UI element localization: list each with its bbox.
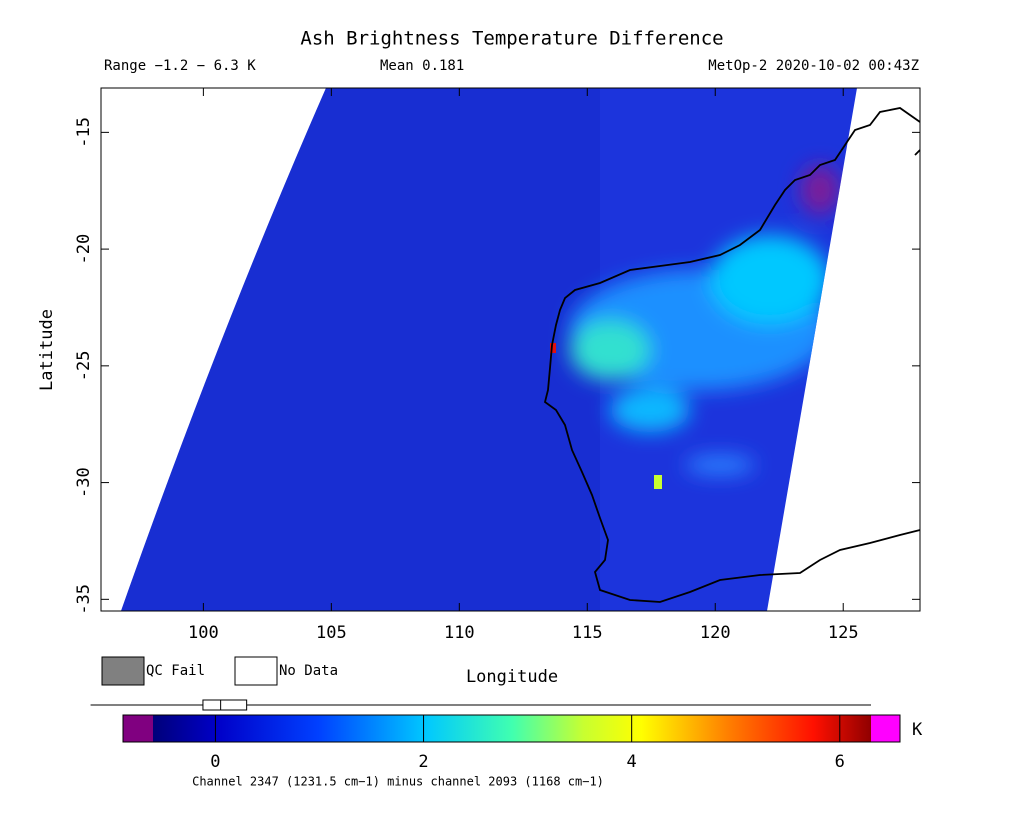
map-frame — [100, 87, 921, 612]
caption: Channel 2347 (1231.5 cm−1) minus channel… — [192, 775, 604, 789]
legend-swatch — [234, 656, 278, 686]
title: Ash Brightness Temperature Difference — [300, 28, 723, 50]
legend-label: No Data — [279, 663, 338, 679]
x-tick-label: 125 — [828, 623, 859, 643]
colorbar — [153, 715, 871, 742]
y-axis-label: Latitude — [37, 309, 57, 391]
x-tick-label: 100 — [188, 623, 219, 643]
boxplot-box — [202, 699, 248, 711]
legend-label: QC Fail — [146, 663, 205, 679]
coastline — [543, 107, 921, 603]
colorbar-tick-label: 4 — [627, 752, 637, 772]
y-tick-label: -20 — [74, 234, 94, 265]
x-tick-label: 110 — [444, 623, 475, 643]
range-label: Range −1.2 − 6.3 K — [104, 58, 256, 74]
colorbar-frame — [122, 714, 901, 743]
colorbar-tick-label: 6 — [835, 752, 845, 772]
colorbar-unit: K — [912, 720, 923, 740]
swath — [121, 88, 857, 611]
y-tick-label: -30 — [74, 467, 94, 498]
y-tick-label: -15 — [74, 117, 94, 148]
x-tick-label: 115 — [572, 623, 603, 643]
over-color — [871, 715, 900, 742]
x-tick-label: 120 — [700, 623, 731, 643]
x-tick-label: 105 — [316, 623, 347, 643]
colorbar-tick-label: 2 — [418, 752, 428, 772]
y-tick-label: -25 — [74, 350, 94, 381]
mean-label: Mean 0.181 — [380, 58, 464, 74]
y-tick-label: -35 — [74, 584, 94, 615]
legend-swatch — [101, 656, 145, 686]
source-label: MetOp-2 2020-10-02 00:43Z — [708, 58, 919, 74]
x-axis-label: Longitude — [466, 667, 558, 687]
colorbar-tick-label: 0 — [210, 752, 220, 772]
under-color — [123, 715, 153, 742]
